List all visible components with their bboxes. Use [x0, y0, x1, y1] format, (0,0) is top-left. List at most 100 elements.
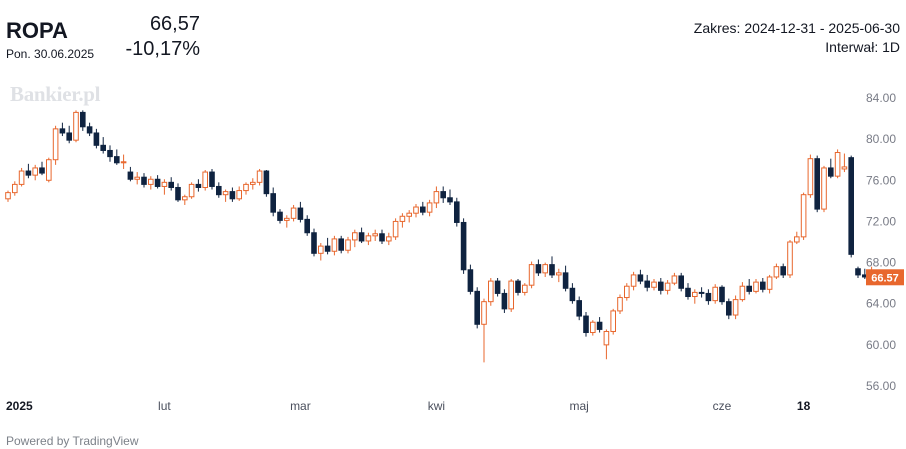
candle-body	[141, 176, 147, 185]
candle	[311, 228, 317, 257]
candle-body	[807, 158, 814, 196]
candle	[535, 259, 542, 276]
candle-body	[821, 167, 827, 210]
candle	[243, 182, 249, 195]
candle	[610, 308, 617, 335]
candle	[501, 289, 508, 313]
candle	[848, 155, 855, 258]
candle-body	[766, 276, 773, 290]
candle	[800, 192, 807, 240]
candle-body	[834, 152, 841, 177]
candle	[705, 289, 712, 305]
candle-body	[814, 158, 821, 210]
candle	[277, 209, 283, 224]
candle-body	[644, 280, 651, 288]
candle-body	[494, 280, 501, 294]
candle-body	[243, 183, 249, 192]
candle	[5, 190, 11, 202]
candle-body	[284, 217, 290, 221]
candle	[426, 199, 433, 217]
candle	[508, 279, 514, 312]
candle	[624, 283, 630, 301]
candle	[678, 272, 685, 292]
y-tick-label: 68.00	[866, 256, 896, 270]
x-tick-label: 18	[797, 399, 811, 413]
candle	[440, 186, 446, 203]
candlestick-chart[interactable]: 56.00 60.00 64.00 68.00 72.00 76.00 80.00 84.00…	[0, 0, 906, 430]
candle	[148, 176, 154, 190]
powered-by-link[interactable]: Powered by TradingView	[6, 434, 139, 448]
candle-body	[664, 282, 671, 291]
candle	[807, 154, 814, 198]
interval-label: Interwał: 1D	[825, 39, 900, 55]
candle-body	[345, 239, 351, 251]
candle	[250, 178, 256, 190]
candle-body	[787, 241, 793, 276]
candle	[671, 272, 678, 286]
x-tick-label: cze	[713, 399, 732, 413]
candle	[841, 153, 848, 173]
candle	[603, 329, 610, 360]
candle	[644, 274, 651, 292]
candle-body	[236, 190, 242, 200]
candle	[753, 279, 759, 294]
candle	[698, 287, 705, 298]
candle-body	[630, 274, 637, 287]
candle-body	[447, 197, 453, 203]
candle	[290, 204, 297, 222]
y-tick-label: 72.00	[866, 214, 896, 228]
candle	[86, 122, 93, 137]
candle-body	[617, 297, 623, 312]
candle-body	[379, 233, 385, 242]
candle-body	[481, 301, 487, 325]
candle	[263, 170, 270, 197]
candle-body	[440, 191, 446, 199]
candle	[460, 218, 467, 274]
candle-body	[610, 310, 617, 332]
candle-body	[120, 161, 127, 164]
candle-body	[692, 291, 698, 298]
candle-body	[250, 181, 256, 185]
candle-body	[73, 111, 79, 141]
candle-body	[188, 183, 195, 198]
candle-body	[732, 299, 739, 316]
candle-body	[338, 238, 344, 251]
candle	[168, 177, 174, 191]
candle	[780, 263, 787, 278]
candle	[73, 110, 79, 143]
candle-body	[263, 170, 270, 195]
candle-body	[18, 170, 25, 185]
candle-body	[569, 287, 576, 302]
candle-body	[848, 157, 855, 255]
candle	[338, 235, 344, 254]
date-range: Zakres: 2024-12-31 - 2025-06-30	[693, 20, 900, 36]
ticker-symbol: ROPA	[6, 18, 68, 43]
candle	[39, 161, 45, 176]
candle-body	[753, 281, 759, 292]
candle	[236, 186, 242, 201]
candle-body	[107, 149, 113, 158]
x-tick-label: maj	[570, 399, 589, 413]
candle-body	[794, 236, 800, 243]
candle	[787, 239, 793, 278]
x-tick-label: kwi	[428, 399, 445, 413]
candle	[304, 215, 310, 236]
candle	[209, 168, 215, 190]
candle-body	[182, 196, 188, 201]
candle	[120, 154, 127, 169]
candle-body	[460, 221, 467, 271]
y-tick-label: 80.00	[866, 132, 896, 146]
candle-body	[624, 285, 630, 299]
candle	[719, 285, 725, 305]
candle	[773, 263, 780, 280]
candle	[32, 164, 39, 181]
candle-body	[583, 315, 589, 334]
candle	[814, 155, 821, 213]
candle-body	[828, 167, 834, 177]
y-tick-label: 56.00	[866, 379, 896, 393]
candle-body	[175, 186, 181, 201]
candle	[712, 284, 719, 304]
candle-body	[52, 128, 59, 161]
candle-body	[841, 166, 848, 170]
candle-body	[596, 321, 603, 330]
